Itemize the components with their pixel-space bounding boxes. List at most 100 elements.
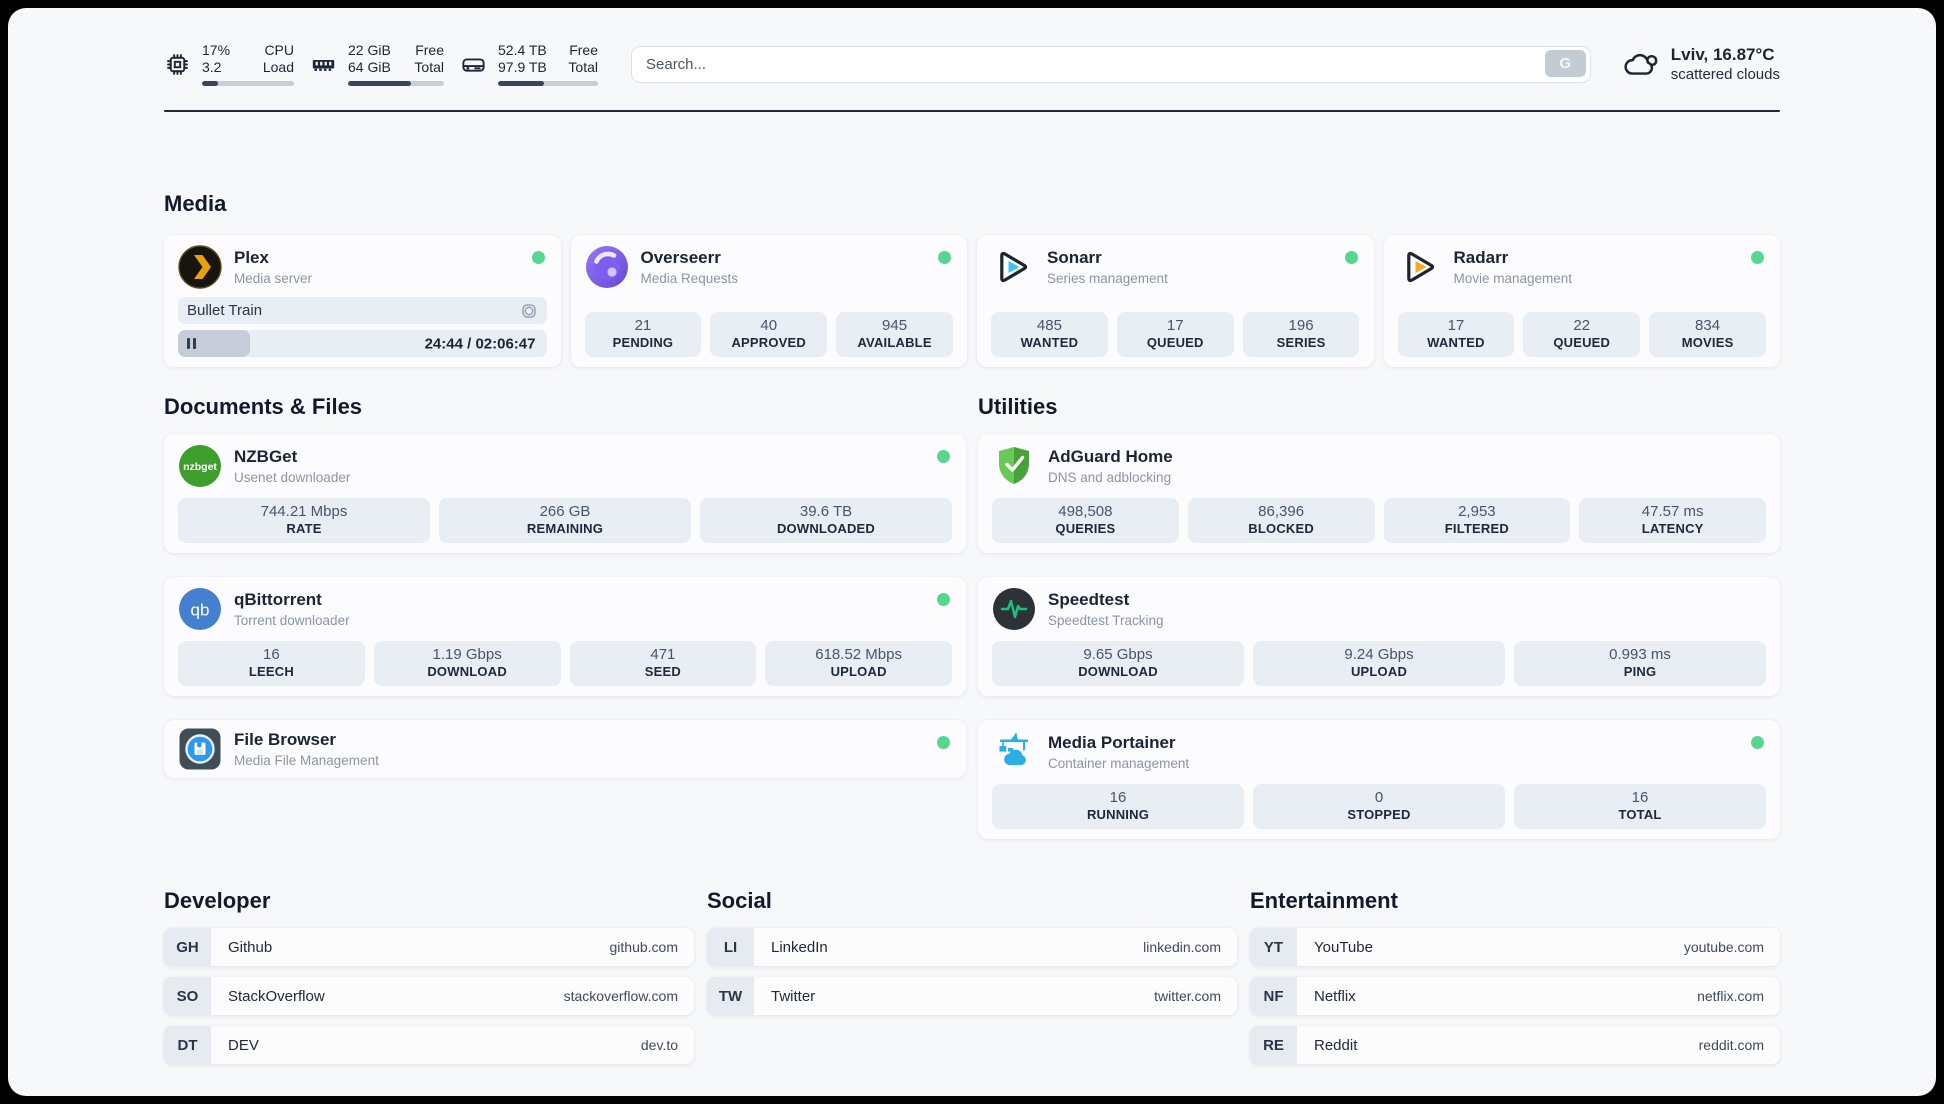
app-subtitle: Media server xyxy=(234,271,313,286)
stat-wanted: 485 WANTED xyxy=(991,312,1108,357)
stat-queries: 498,508 QUERIES xyxy=(992,498,1179,543)
link-abbr: NF xyxy=(1250,977,1297,1015)
cloud-icon xyxy=(1623,49,1659,79)
stat-download: 9.65 Gbps DOWNLOAD xyxy=(992,641,1244,686)
stat-queued: 22 QUEUED xyxy=(1523,312,1641,357)
cpu-labels: CPU Load xyxy=(262,42,294,75)
link-abbr: SO xyxy=(164,977,211,1015)
section-title-media: Media xyxy=(164,191,227,216)
radarr-icon xyxy=(1398,245,1442,289)
ram-values: 22 GiB 64 GiB xyxy=(348,42,391,75)
adguard-card[interactable]: AdGuard Home DNS and adblocking 498,508 … xyxy=(978,434,1780,553)
link-name: StackOverflow xyxy=(228,987,325,1005)
app-subtitle: Series management xyxy=(1047,271,1168,286)
filebrowser-icon xyxy=(178,727,222,771)
stat-running: 16 RUNNING xyxy=(992,784,1244,829)
app-subtitle: Speedtest Tracking xyxy=(1048,613,1164,628)
weather-condition: scattered clouds xyxy=(1670,66,1780,83)
link-name: Netflix xyxy=(1314,987,1356,1005)
utilities-column: Utilities xyxy=(978,393,1780,839)
status-dot xyxy=(1751,736,1764,749)
sonarr-icon xyxy=(991,245,1035,289)
filebrowser-card[interactable]: File Browser Media File Management xyxy=(164,720,966,778)
weather-text: Lviv, 16.87°C scattered clouds xyxy=(1671,44,1780,84)
dashboard-page: 17% 3.2 CPU Load xyxy=(8,8,1936,1096)
stat-available: 945 AVAILABLE xyxy=(836,312,953,357)
link-stackoverflow[interactable]: SO StackOverflow stackoverflow.com xyxy=(164,977,694,1015)
plex-card[interactable]: Plex Media server Bullet Train xyxy=(164,235,561,367)
stat-upload: 9.24 Gbps UPLOAD xyxy=(1253,641,1505,686)
session-icon[interactable] xyxy=(520,302,538,320)
app-title: qBittorrent xyxy=(234,590,322,609)
stat-movies: 834 MOVIES xyxy=(1649,312,1766,357)
header-divider xyxy=(164,110,1780,112)
app-subtitle: Torrent downloader xyxy=(234,613,350,628)
link-dev[interactable]: DT DEV dev.to xyxy=(164,1026,694,1064)
app-subtitle: Media Requests xyxy=(640,271,739,286)
radarr-card[interactable]: Radarr Movie management 17 WANTED 22 QUE… xyxy=(1383,235,1780,367)
section-title-entertainment: Entertainment xyxy=(1250,888,1398,913)
link-url: github.com xyxy=(609,939,678,955)
nzbget-card[interactable]: nzbget NZBGet Usenet downloader 744.21 M… xyxy=(164,434,966,553)
link-abbr: RE xyxy=(1250,1026,1297,1064)
ram-stat: 22 GiB 64 GiB Free Total xyxy=(310,42,444,86)
stat-rate: 744.21 Mbps RATE xyxy=(178,498,430,543)
ram-labels: Free Total xyxy=(414,42,444,75)
app-title: Overseerr xyxy=(640,248,721,267)
link-url: linkedin.com xyxy=(1143,939,1221,955)
qbittorrent-card[interactable]: qb qBittorrent Torrent downloader 16 xyxy=(164,577,966,696)
cpu-icon xyxy=(164,51,191,78)
app-title: Radarr xyxy=(1453,248,1509,267)
pause-icon xyxy=(193,338,196,349)
stat-downloaded: 39.6 TB DOWNLOADED xyxy=(700,498,952,543)
status-dot xyxy=(937,736,950,749)
sonarr-card[interactable]: Sonarr Series management 485 WANTED 17 Q… xyxy=(977,235,1374,367)
ram-icon xyxy=(310,51,337,78)
link-name: LinkedIn xyxy=(771,938,828,956)
stat-approved: 40 APPROVED xyxy=(710,312,828,357)
stat-filtered: 2,953 FILTERED xyxy=(1383,498,1571,543)
section-title-social: Social xyxy=(707,888,772,913)
ram-progressbar xyxy=(348,81,444,86)
app-subtitle: Media File Management xyxy=(234,753,379,768)
speedtest-card[interactable]: Speedtest Speedtest Tracking 9.65 Gbps D… xyxy=(978,577,1780,696)
portainer-card[interactable]: Media Portainer Container management 16 … xyxy=(978,720,1780,839)
status-dot xyxy=(938,251,951,264)
link-url: stackoverflow.com xyxy=(563,988,678,1004)
now-playing-title: Bullet Train xyxy=(187,302,263,319)
stat-remaining: 266 GB REMAINING xyxy=(439,498,691,543)
link-name: YouTube xyxy=(1314,938,1373,956)
link-url: dev.to xyxy=(640,1037,678,1053)
link-name: Github xyxy=(228,938,273,956)
link-abbr: TW xyxy=(707,977,754,1015)
link-netflix[interactable]: NF Netflix netflix.com xyxy=(1250,977,1780,1015)
nzbget-icon: nzbget xyxy=(178,444,222,488)
stat-ping: 0.993 ms PING xyxy=(1514,641,1766,686)
section-title-utilities: Utilities xyxy=(978,394,1058,419)
search-input[interactable] xyxy=(632,46,1530,82)
svg-text:qb: qb xyxy=(191,601,210,620)
stat-wanted: 17 WANTED xyxy=(1397,312,1515,357)
speedtest-icon xyxy=(992,587,1036,631)
link-url: youtube.com xyxy=(1683,939,1764,955)
link-abbr: GH xyxy=(164,928,211,966)
search-bar: G xyxy=(631,45,1591,83)
section-title-developer: Developer xyxy=(164,888,271,913)
link-linkedin[interactable]: LI LinkedIn linkedin.com xyxy=(707,928,1237,966)
overseerr-card[interactable]: Overseerr Media Requests 21 PENDING 40 A… xyxy=(570,235,967,367)
search-engine-button[interactable]: G xyxy=(1544,50,1586,77)
app-title: Speedtest xyxy=(1048,590,1130,609)
disk-values: 52.4 TB 97.9 TB xyxy=(498,42,547,75)
link-github[interactable]: GH Github github.com xyxy=(164,928,694,966)
link-youtube[interactable]: YT YouTube youtube.com xyxy=(1250,928,1780,966)
link-name: Reddit xyxy=(1314,1036,1358,1054)
stat-pending: 21 PENDING xyxy=(584,312,702,357)
app-subtitle: DNS and adblocking xyxy=(1048,470,1172,485)
plex-icon xyxy=(178,245,222,289)
link-url: reddit.com xyxy=(1698,1037,1764,1053)
link-reddit[interactable]: RE Reddit reddit.com xyxy=(1250,1026,1780,1064)
status-dot xyxy=(937,593,950,606)
status-dot xyxy=(937,450,950,463)
disk-icon xyxy=(460,51,487,78)
link-twitter[interactable]: TW Twitter twitter.com xyxy=(707,977,1237,1015)
